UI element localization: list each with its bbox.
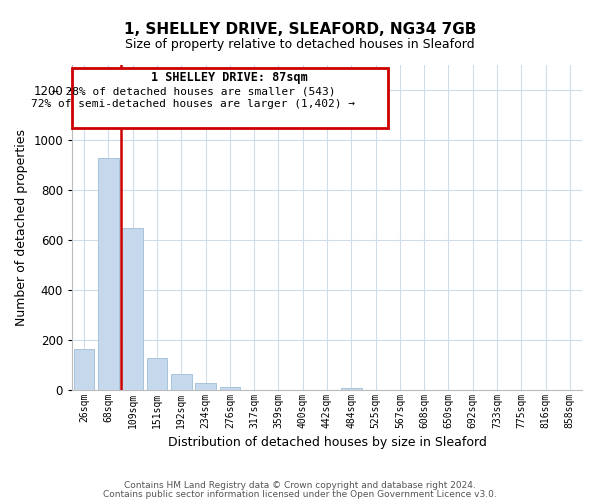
X-axis label: Distribution of detached houses by size in Sleaford: Distribution of detached houses by size … (167, 436, 487, 450)
Text: 72% of semi-detached houses are larger (1,402) →: 72% of semi-detached houses are larger (… (31, 99, 355, 109)
Text: Size of property relative to detached houses in Sleaford: Size of property relative to detached ho… (125, 38, 475, 51)
Bar (146, 358, 167, 390)
Bar (341, 388, 362, 390)
Text: Contains HM Land Registry data © Crown copyright and database right 2024.: Contains HM Land Registry data © Crown c… (124, 481, 476, 490)
Bar (74, 349, 94, 390)
Bar (171, 374, 191, 390)
Bar (98, 158, 119, 390)
Bar (195, 383, 216, 390)
Bar (220, 387, 240, 390)
Text: Contains public sector information licensed under the Open Government Licence v3: Contains public sector information licen… (103, 490, 497, 499)
Text: 1, SHELLEY DRIVE, SLEAFORD, NG34 7GB: 1, SHELLEY DRIVE, SLEAFORD, NG34 7GB (124, 22, 476, 38)
Text: ← 28% of detached houses are smaller (543): ← 28% of detached houses are smaller (54… (52, 86, 335, 96)
Y-axis label: Number of detached properties: Number of detached properties (14, 129, 28, 326)
Bar (122, 228, 143, 390)
Text: 1 SHELLEY DRIVE: 87sqm: 1 SHELLEY DRIVE: 87sqm (151, 72, 308, 85)
Bar (72, 68, 388, 128)
